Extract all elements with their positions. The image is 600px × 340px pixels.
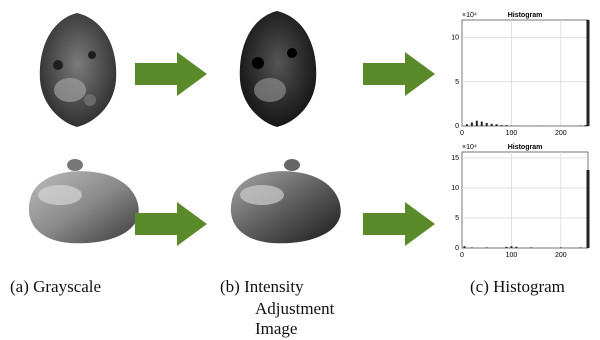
histogram-bar [495,124,498,126]
x-tick-label: 100 [506,252,518,259]
x-tick-label: 0 [460,130,464,137]
y-multiplier: ×10⁴ [462,12,477,19]
histogram-bar [470,122,473,126]
histogram-bar [530,247,533,248]
y-tick-label: 0 [455,245,459,252]
histogram-bar [579,247,582,248]
caption-intensity-line2: Adjustment [255,299,335,318]
arrow-shape [363,52,435,96]
histogram-bar [475,120,478,126]
histogram-bar [463,246,466,248]
plot-frame [461,19,589,127]
grayscale-image-2 [28,159,139,244]
x-tick-label: 0 [460,252,464,259]
caption-grayscale: (a) Grayscale [10,277,102,296]
y-tick-label: 10 [451,185,459,192]
histogram-bar [559,247,562,248]
adjusted-image-2 [230,159,341,244]
histogram-chart-1: 0 100 200 0 5 10 Histogram ×10⁴ [451,12,590,137]
histogram-bar [485,122,488,126]
arrow-shape [135,52,207,96]
y-tick-label: 15 [451,155,459,162]
y-multiplier: ×10⁴ [462,144,477,151]
x-tick-label: 100 [506,130,518,137]
x-tick-label: 200 [555,252,567,259]
y-tick-label: 0 [455,123,459,130]
histogram-bar [505,125,508,126]
arrow-shape [363,202,435,246]
plot-frame [461,151,589,249]
y-tick-label: 10 [451,35,459,42]
histogram-bar [470,247,473,248]
histogram-title: Histogram [508,12,543,19]
arrow-right-icon [135,202,207,246]
histogram-bar [586,170,590,248]
y-tick-label: 5 [455,215,459,222]
adjusted-image-1 [239,11,317,127]
histogram-bar [584,125,587,126]
grayscale-image-1 [39,13,117,127]
histogram-chart-2: 0 100 200 0 5 10 15 Histogram ×10⁴ [451,144,590,259]
histogram-bar [485,247,488,248]
caption-intensity-line3: Image [255,319,298,338]
histogram-title: Histogram [508,144,543,151]
caption-intensity-line1: (b) Intensity [220,277,304,296]
arrow-right-icon [135,52,207,96]
histogram-bar [515,246,518,248]
histogram-bar [586,20,590,126]
arrow-shape [135,202,207,246]
histogram-bar [510,246,513,248]
arrow-right-icon [363,202,435,246]
x-tick-label: 200 [555,130,567,137]
histogram-bar [465,124,468,126]
y-tick-label: 5 [455,79,459,86]
histogram-bar [500,125,503,126]
histogram-bar [480,121,483,126]
histogram-bar [505,246,508,248]
arrow-right-icon [363,52,435,96]
histogram-bar [490,123,493,126]
caption-histogram: (c) Histogram [470,277,565,296]
